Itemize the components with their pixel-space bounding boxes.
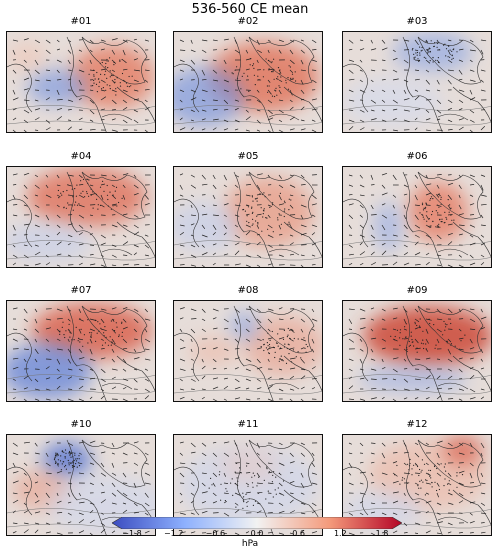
map-panel [6,31,156,133]
map-field [174,32,323,133]
map-panel [6,166,156,268]
map-field [343,167,492,268]
map-panel [342,31,492,133]
figure-title: 536-560 CE mean [0,2,500,17]
panel-title: #07 [6,285,156,296]
map-field [7,32,156,133]
colorbar-tick-label: 1.8 [367,529,397,538]
panel-title: #10 [6,419,156,430]
colorbar-tick-label: −1.8 [117,529,147,538]
map-field [343,301,492,402]
panel-title: #03 [342,16,492,27]
panel-title: #01 [6,16,156,27]
colorbar-tick-label: 1.2 [325,529,355,538]
map-panel [173,166,323,268]
colorbar-tick-label: −0.6 [200,529,230,538]
map-field [174,301,323,402]
panel-title: #08 [173,285,323,296]
colorbar-tick-label: −1.2 [159,529,189,538]
map-panel [6,300,156,402]
panel-title: #09 [342,285,492,296]
panel-title: #02 [173,16,323,27]
map-panel [342,166,492,268]
map-field [174,167,323,268]
map-panel [173,300,323,402]
panel-title: #05 [173,151,323,162]
colorbar-tick-label: 0.6 [284,529,314,538]
map-field [7,301,156,402]
map-panel [173,31,323,133]
panel-title: #12 [342,419,492,430]
map-field [343,32,492,133]
panel-title: #06 [342,151,492,162]
map-panel [342,300,492,402]
colorbar [112,517,402,529]
panel-title: #11 [173,419,323,430]
panel-title: #04 [6,151,156,162]
colorbar-tick-label: 0.0 [242,529,272,538]
map-field [7,167,156,268]
